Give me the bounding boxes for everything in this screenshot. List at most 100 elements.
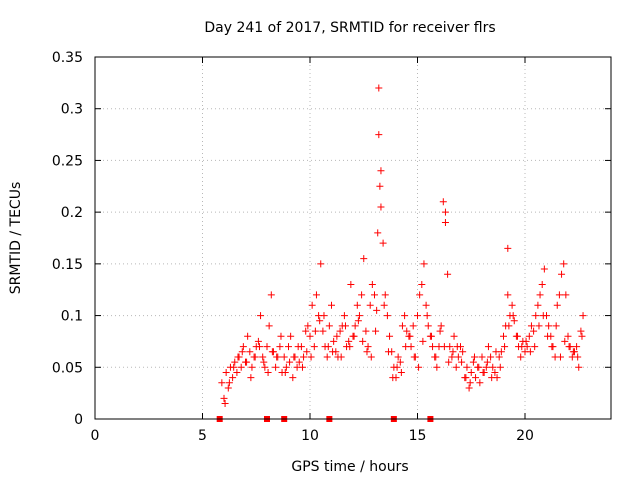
data-point <box>377 203 385 211</box>
data-point <box>381 291 389 299</box>
data-point <box>574 353 582 361</box>
data-point <box>556 353 564 361</box>
x-tick-label: 15 <box>409 428 427 444</box>
data-point <box>257 312 265 320</box>
data-point <box>289 374 297 382</box>
data-point <box>362 327 370 335</box>
data-point <box>487 353 495 361</box>
data-point <box>527 322 535 330</box>
data-point <box>320 312 328 320</box>
data-point <box>251 353 259 361</box>
data-point <box>561 337 569 345</box>
data-point <box>237 363 245 371</box>
data-point <box>308 301 316 309</box>
data-point <box>295 358 303 366</box>
data-point <box>376 182 384 190</box>
data-point <box>483 358 491 366</box>
data-point <box>475 363 483 371</box>
data-point <box>540 265 548 273</box>
data-point <box>298 363 306 371</box>
data-point <box>384 348 392 356</box>
data-point <box>375 131 383 139</box>
data-point <box>346 343 354 351</box>
y-axis-title: SRMTID / TECUs <box>8 182 24 295</box>
axis-tick-labels: 0 5 10 15 20 0 0.05 0.1 0.15 0.2 0.25 0.3 0.35 <box>52 50 534 444</box>
data-point <box>488 374 496 382</box>
data-point <box>453 343 461 351</box>
data-point <box>302 327 310 335</box>
data-point <box>504 291 512 299</box>
data-point <box>579 312 587 320</box>
data-point <box>544 332 552 340</box>
x-tick-label: 0 <box>91 428 100 444</box>
data-point <box>532 312 540 320</box>
data-point <box>496 363 504 371</box>
data-point <box>218 379 226 387</box>
data-point <box>531 343 539 351</box>
data-point <box>282 363 290 371</box>
data-point <box>330 337 338 345</box>
data-point <box>310 343 318 351</box>
y-tick-label: 0.15 <box>52 257 83 273</box>
data-point <box>260 358 268 366</box>
data-point <box>401 312 409 320</box>
data-point <box>548 343 556 351</box>
data-point <box>307 353 315 361</box>
data-point <box>501 343 509 351</box>
data-point <box>393 363 401 371</box>
data-point <box>575 363 583 371</box>
data-point <box>397 368 405 376</box>
data-point <box>389 374 397 382</box>
data-point <box>479 368 487 376</box>
data-point <box>273 353 281 361</box>
data-point <box>415 363 423 371</box>
data-point <box>263 343 271 351</box>
data-point <box>394 353 402 361</box>
data-point <box>373 306 381 314</box>
data-point <box>353 301 361 309</box>
data-point <box>422 301 430 309</box>
data-point <box>281 368 289 376</box>
data-point <box>377 167 385 175</box>
data-point <box>509 312 517 320</box>
data-point <box>221 399 229 407</box>
data-point <box>410 353 418 361</box>
data-point <box>225 379 233 387</box>
y-tick-label: 0.3 <box>61 102 83 118</box>
data-point <box>495 353 503 361</box>
data-point <box>432 353 440 361</box>
data-point <box>222 368 230 376</box>
y-tick-label: 0.25 <box>52 153 83 169</box>
data-point <box>375 84 383 92</box>
data-point <box>454 353 462 361</box>
data-point <box>418 281 426 289</box>
data-point <box>304 322 312 330</box>
data-point <box>368 281 376 289</box>
data-point <box>424 322 432 330</box>
data-point <box>364 343 372 351</box>
chart-title: Day 241 of 2017, SRMTID for receiver flr… <box>204 20 495 36</box>
data-point <box>372 327 380 335</box>
data-point <box>247 374 255 382</box>
data-point <box>359 337 367 345</box>
data-point <box>517 353 525 361</box>
data-point <box>280 353 288 361</box>
data-point <box>513 332 521 340</box>
data-point <box>538 281 546 289</box>
data-point <box>504 244 512 252</box>
data-point <box>539 312 547 320</box>
data-point <box>510 317 518 325</box>
data-points <box>218 84 587 407</box>
data-point <box>380 301 388 309</box>
data-point <box>286 358 294 366</box>
data-point <box>558 270 566 278</box>
data-point <box>469 358 477 366</box>
data-point <box>243 358 251 366</box>
data-point <box>508 301 516 309</box>
data-point <box>259 353 267 361</box>
data-point <box>229 374 237 382</box>
data-point <box>564 332 572 340</box>
axis-ticks <box>94 56 611 420</box>
data-point <box>462 374 470 382</box>
data-point <box>238 348 246 356</box>
